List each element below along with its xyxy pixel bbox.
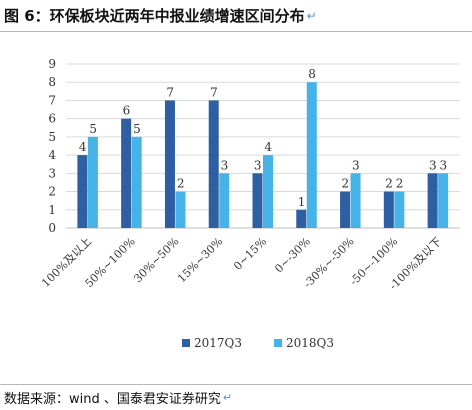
data-label: 8 xyxy=(308,67,316,81)
data-label: 5 xyxy=(133,122,141,136)
bar xyxy=(383,191,394,228)
data-label: 7 xyxy=(210,85,218,99)
data-label: 4 xyxy=(264,140,272,154)
data-label: 2 xyxy=(385,177,393,191)
y-ticks-layer: 0 1 2 3 4 5 6 7 8 9 xyxy=(48,57,56,235)
bar xyxy=(340,191,351,228)
bars-layer xyxy=(77,82,449,228)
data-label: 2 xyxy=(177,177,185,191)
x-tick-label: 30%~50% xyxy=(131,235,181,285)
data-label: 7 xyxy=(166,85,174,99)
data-label: 2 xyxy=(396,177,404,191)
bar xyxy=(175,191,186,228)
source-footer: 数据来源：wind 、国泰君安证券研究 ↵ xyxy=(0,384,472,410)
return-mark-icon: ↵ xyxy=(222,391,233,404)
data-label: 3 xyxy=(429,158,437,172)
y-tick-label: 1 xyxy=(48,203,56,217)
bar xyxy=(438,173,449,228)
y-tick-label: 8 xyxy=(48,75,56,89)
y-tick-label: 6 xyxy=(48,112,56,126)
y-tick-label: 7 xyxy=(48,93,56,107)
bar xyxy=(164,100,175,228)
data-label: 3 xyxy=(254,158,262,172)
legend: 2017Q3 2018Q3 xyxy=(182,336,334,350)
bar xyxy=(208,100,219,228)
bar xyxy=(394,191,405,228)
bar xyxy=(121,118,132,228)
data-label: 3 xyxy=(352,158,360,172)
data-label: 3 xyxy=(221,158,229,172)
x-tick-label: 0~-30% xyxy=(272,235,313,276)
figure-title: 图 6：环保板块近两年中报业绩增速区间分布 xyxy=(4,7,305,25)
x-tick-label: 15%~30% xyxy=(175,235,225,285)
x-tick-label: 0~15% xyxy=(231,235,269,273)
return-mark-icon: ↵ xyxy=(306,8,317,23)
bar xyxy=(263,155,273,228)
data-label: 6 xyxy=(123,104,131,118)
bar xyxy=(87,136,98,228)
data-label: 2 xyxy=(341,177,349,191)
bar xyxy=(296,209,307,228)
y-tick-label: 4 xyxy=(48,148,56,162)
bar xyxy=(306,82,317,228)
y-tick-label: 3 xyxy=(48,166,56,180)
bar xyxy=(252,173,263,228)
bar xyxy=(77,155,88,228)
data-label: 4 xyxy=(79,140,87,154)
data-label: 3 xyxy=(440,158,448,172)
legend-swatch xyxy=(274,339,282,347)
bar xyxy=(350,173,361,228)
bar xyxy=(131,136,142,228)
data-label: 1 xyxy=(298,195,306,209)
legend-label: 2017Q3 xyxy=(194,336,242,350)
y-tick-label: 9 xyxy=(48,57,56,71)
y-tick-label: 5 xyxy=(48,130,56,144)
legend-swatch xyxy=(182,339,190,347)
figure-title-bar: 图 6：环保板块近两年中报业绩增速区间分布 ↵ xyxy=(0,0,472,32)
bar xyxy=(219,173,230,228)
data-label: 5 xyxy=(89,122,97,136)
legend-label: 2018Q3 xyxy=(286,336,334,350)
bar xyxy=(427,173,438,228)
source-note: 数据来源：wind 、国泰君安证券研究 xyxy=(4,392,221,407)
y-tick-label: 0 xyxy=(48,221,56,235)
y-tick-label: 2 xyxy=(48,185,56,199)
